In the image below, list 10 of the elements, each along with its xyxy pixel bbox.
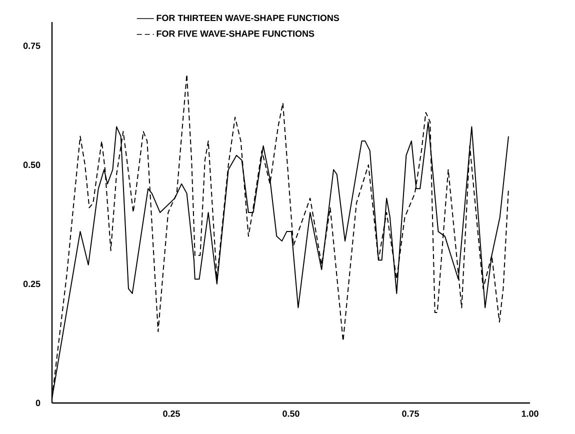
x-tick-label: 0.25 <box>163 410 180 417</box>
legend-label: FOR FIVE WAVE-SHAPE FUNCTIONS <box>156 30 314 37</box>
x-tick-label: 1.00 <box>522 410 538 417</box>
x-tick-label: 0.75 <box>402 410 419 417</box>
x-tick-label: 0.50 <box>282 410 300 417</box>
y-tick-label: 0.25 <box>23 280 40 288</box>
legend-label: FOR THIRTEEN WAVE-SHAPE FUNCTIONS <box>156 14 340 22</box>
y-tick-label: 0.75 <box>23 42 40 49</box>
y-tick-label: 0 <box>36 400 40 406</box>
y-tick-label: 0.50 <box>23 162 40 168</box>
